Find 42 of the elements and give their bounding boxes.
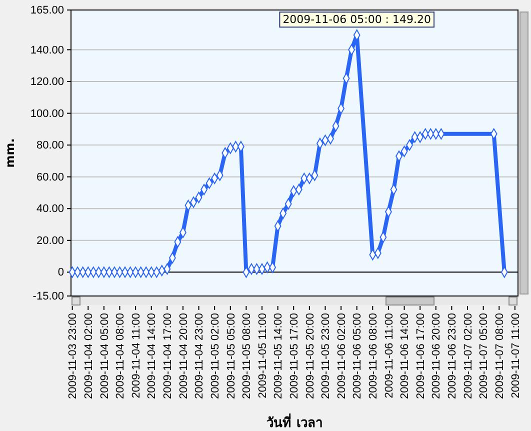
y-tick-label: 0	[58, 266, 64, 279]
x-tick-label: 2009-11-06 20:00	[430, 313, 443, 400]
x-tick-label: 2009-11-06 11:00	[383, 313, 396, 398]
x-tick-label: 2009-11-05 08:00	[241, 313, 254, 400]
x-axis-title: วันที่ เวลา	[266, 413, 322, 431]
x-tick-label: 2009-11-07 05:00	[478, 313, 490, 400]
x-tick-label: 2009-11-04 23:00	[194, 313, 206, 400]
x-tick-label: 2009-11-05 05:00	[225, 313, 238, 400]
x-tick-label: 2009-11-04 17:00	[162, 313, 174, 400]
x-tick-label: 2009-11-06 14:00	[399, 313, 412, 400]
y-tick-label: 100.00	[30, 108, 64, 120]
x-tick-label: 2009-11-07 08:00	[494, 313, 506, 400]
y-tick-label: 60.00	[36, 171, 64, 184]
y-tick-label: 120.00	[30, 76, 64, 88]
x-tick-label: 2009-11-05 17:00	[288, 313, 300, 400]
y-tick-label: -15.00	[32, 290, 64, 303]
x-tick-label: 2009-11-07 11:00	[510, 313, 522, 398]
x-tick-label: 2009-11-05 11:00	[256, 313, 269, 398]
x-tick-label: 2009-11-04 05:00	[98, 313, 111, 400]
x-tick-label: 2009-11-05 20:00	[304, 313, 316, 400]
x-tick-label: 2009-11-04 20:00	[178, 313, 190, 400]
x-tick-label: 2009-11-06 05:00	[352, 313, 364, 400]
x-tick-label: 2009-11-05 14:00	[272, 313, 285, 400]
x-tick-label: 2009-11-05 23:00	[320, 313, 332, 400]
x-tick-label: 2009-11-04 08:00	[114, 313, 127, 400]
x-tick-label: 2009-11-04 02:00	[82, 313, 95, 400]
y-tick-label: 140.00	[30, 44, 64, 56]
x-tick-label: 2009-11-06 23:00	[446, 313, 459, 400]
y-axis-title: mm.	[3, 138, 17, 168]
x-tick-label: 2009-11-05 02:00	[209, 313, 222, 400]
annotation: 2009-11-06 05:00 : 149.20	[282, 13, 432, 26]
x-tick-label: 2009-11-04 14:00	[146, 313, 158, 400]
x-tick-label: 2009-11-06 17:00	[414, 313, 427, 400]
y-tick-label: 165.00	[30, 4, 64, 17]
x-tick-label: 2009-11-04 11:00	[130, 313, 142, 398]
x-tick-label: 2009-11-03 23:00	[67, 313, 80, 400]
x-tick-label: 2009-11-07 02:00	[462, 313, 474, 400]
y-tick-label: 40.00	[36, 203, 64, 216]
x-tick-label: 2009-11-06 02:00	[336, 313, 348, 400]
x-tick-label: 2009-11-06 08:00	[368, 313, 380, 400]
y-tick-label: 80.00	[36, 140, 64, 152]
y-tick-label: 20.00	[36, 234, 64, 247]
